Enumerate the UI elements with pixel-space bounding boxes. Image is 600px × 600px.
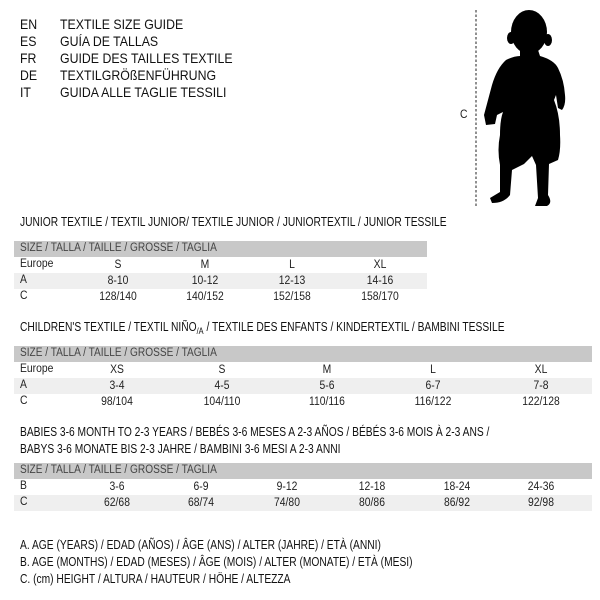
language-title: TEXTILGRÖßENFÜHRUNG — [60, 67, 217, 83]
table-cell: 110/116 — [309, 396, 345, 408]
table-cell: 128/140 — [99, 291, 137, 303]
table-cell: 116/122 — [414, 396, 452, 408]
language-code: DE — [20, 67, 38, 83]
language-code: IT — [20, 84, 31, 100]
size-header-bar — [14, 346, 592, 362]
table-cell: XL — [373, 259, 387, 271]
language-title: GUIDE DES TAILLES TEXTILE — [60, 50, 233, 66]
row-label: Europe — [20, 258, 54, 270]
section-title-junior: JUNIOR TEXTILE / TEXTIL JUNIOR/ TEXTILE … — [20, 215, 447, 229]
title-part: CHILDREN'S TEXTILE / TEXTIL NIÑO — [20, 320, 197, 334]
table-cell: 24-36 — [527, 481, 555, 493]
table-cell: 74/80 — [274, 497, 300, 509]
title-subscript: /A — [196, 326, 204, 336]
language-code: ES — [20, 33, 37, 49]
legend-item: A. AGE (YEARS) / EDAD (AÑOS) / ÂGE (ANS)… — [20, 538, 381, 552]
row-label: B — [20, 480, 27, 492]
table-cell: 12-18 — [358, 481, 386, 493]
table-row-stripe — [14, 273, 427, 289]
table-cell: 104/110 — [203, 396, 241, 408]
row-label: C — [20, 395, 28, 407]
table-cell: 92/98 — [528, 497, 554, 509]
table-cell: 12-13 — [278, 275, 306, 287]
table-cell: 8-10 — [107, 275, 129, 287]
table-cell: M — [322, 364, 332, 376]
table-cell: 6-7 — [425, 380, 441, 392]
table-cell: 62/68 — [104, 497, 130, 509]
table-cell: S — [218, 364, 226, 376]
section-title-babies-line2: BABYS 3-6 MONATE BIS 2-3 JAHRE / BAMBINI… — [20, 442, 341, 456]
language-title: TEXTILE SIZE GUIDE — [60, 16, 184, 32]
title-part: / TEXTILE DES ENFANTS / KINDERTEXTIL / B… — [203, 320, 505, 334]
table-cell: L — [289, 259, 295, 271]
table-cell: 7-8 — [533, 380, 549, 392]
size-header-label: SIZE / TALLA / TAILLE / GRÖSSE / TAGLIA — [20, 347, 217, 359]
row-label: C — [20, 290, 28, 302]
size-header-bar — [14, 463, 592, 479]
table-cell: 9-12 — [276, 481, 298, 493]
row-label: A — [20, 274, 27, 286]
table-cell: 18-24 — [443, 481, 471, 493]
section-title-children: CHILDREN'S TEXTILE / TEXTIL NIÑO/A / TEX… — [20, 320, 505, 336]
row-label: A — [20, 379, 27, 391]
table-cell: 86/92 — [444, 497, 470, 509]
table-cell: 152/158 — [273, 291, 311, 303]
table-cell: 158/170 — [361, 291, 399, 303]
table-cell: 14-16 — [366, 275, 394, 287]
baby-silhouette-icon — [475, 10, 566, 207]
size-header-label: SIZE / TALLA / TAILLE / GRÖSSE / TAGLIA — [20, 242, 217, 254]
language-code: FR — [20, 50, 37, 66]
table-cell: 122/128 — [522, 396, 560, 408]
table-cell: 80/86 — [359, 497, 385, 509]
table-cell: XS — [110, 364, 124, 376]
language-code: EN — [20, 16, 38, 32]
table-cell: 6-9 — [193, 481, 209, 493]
row-label: Europe — [20, 363, 54, 375]
size-header-bar — [14, 241, 427, 257]
row-label: C — [20, 496, 28, 508]
table-cell: 10-12 — [191, 275, 219, 287]
table-cell: XL — [534, 364, 548, 376]
table-cell: S — [114, 259, 122, 271]
table-row-stripe — [14, 495, 592, 511]
table-row-stripe — [14, 378, 592, 394]
measure-label-c: C — [460, 109, 468, 121]
table-cell: 5-6 — [319, 380, 335, 392]
table-cell: 140/152 — [186, 291, 224, 303]
language-title: GUÍA DE TALLAS — [60, 33, 159, 49]
language-title: GUIDA ALLE TAGLIE TESSILI — [60, 84, 227, 100]
table-cell: L — [430, 364, 436, 376]
table-cell: 3-4 — [109, 380, 125, 392]
table-cell: 4-5 — [214, 380, 230, 392]
table-cell: 3-6 — [109, 481, 125, 493]
table-cell: 98/104 — [101, 396, 133, 408]
legend-item: B. AGE (MONTHS) / EDAD (MESES) / ÂGE (MO… — [20, 555, 413, 569]
size-header-label: SIZE / TALLA / TAILLE / GRÖSSE / TAGLIA — [20, 464, 217, 476]
section-title-babies-line1: BABIES 3-6 MONTH TO 2-3 YEARS / BEBÉS 3-… — [20, 425, 490, 439]
table-cell: M — [200, 259, 210, 271]
legend-item: C. (cm) HEIGHT / ALTURA / HAUTEUR / HÖHE… — [20, 572, 291, 586]
table-cell: 68/74 — [188, 497, 214, 509]
